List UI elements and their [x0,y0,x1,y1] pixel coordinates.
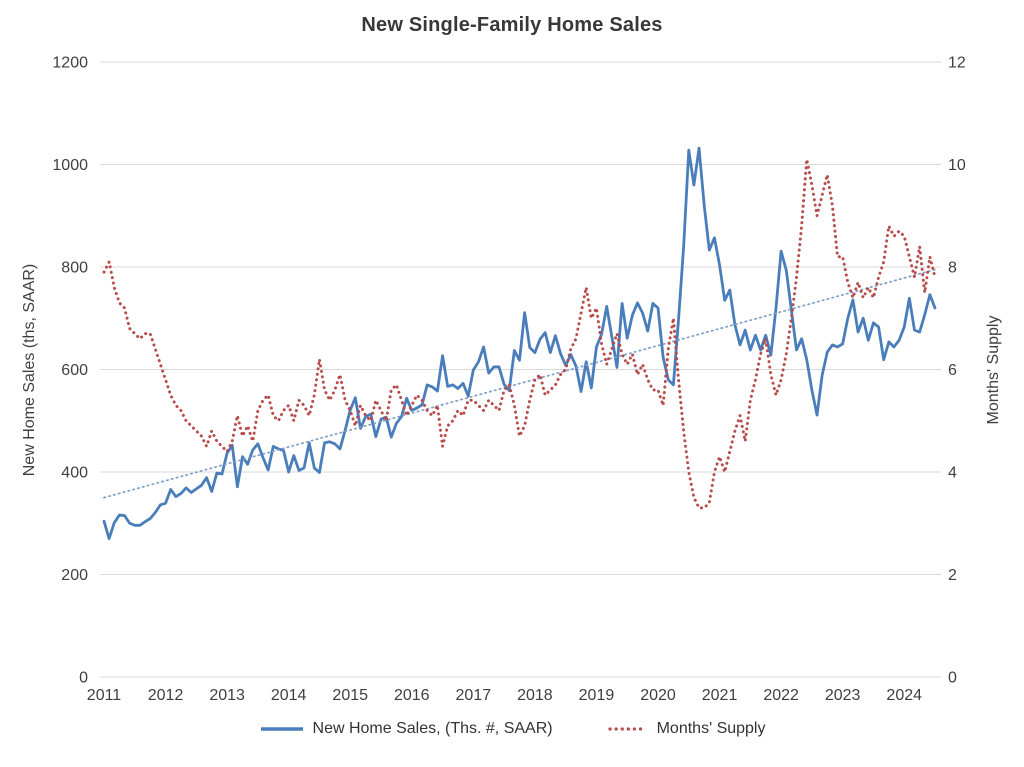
supply-line [102,157,937,510]
x-axis-tick-label: 2023 [825,687,861,704]
sales-line [102,146,937,541]
x-axis-tick-label: 2012 [148,687,184,704]
legend-item-new-home-sales: New Home Sales, (Ths. #, SAAR) [259,720,553,738]
left-axis-tick-label: 1000 [52,157,88,174]
right-axis-tick-label: 2 [948,567,957,584]
right-axis-tick-label: 0 [948,670,957,687]
x-axis-tick-label: 2019 [579,687,615,704]
left-axis-tick-label: 400 [61,465,88,482]
chart-title: New Single-Family Home Sales [361,14,663,36]
legend-label-supply: Months' Supply [656,720,766,737]
left-axis-tick-label: 1200 [52,55,88,72]
x-axis-tick-label: 2020 [640,687,676,704]
trend-line [103,268,936,499]
legend-label-sales: New Home Sales, (Ths. #, SAAR) [312,720,553,737]
x-axis-tick-label: 2015 [332,687,368,704]
right-axis-tick-label: 4 [948,465,957,482]
left-axis-tick-label: 600 [61,362,88,379]
supply-line-swatch [607,727,648,731]
x-axis-tick-label: 2017 [456,687,492,704]
x-axis-tick-label: 2018 [517,687,553,704]
left-axis-tick-label: 200 [61,567,88,584]
x-axis-tick-label: 2024 [886,687,922,704]
x-axis-tick-label: 2016 [394,687,430,704]
sales-line-swatch [260,727,303,731]
legend-item-months-supply: Months' Supply [607,720,766,738]
left-axis-tick-label: 0 [79,670,88,687]
right-axis-tick-label: 6 [948,362,957,379]
x-axis-tick-label: 2014 [271,687,307,704]
right-axis-tick-label: 10 [948,157,966,174]
right-axis-tick-label: 8 [948,260,957,277]
legend: New Home Sales, (Ths. #, SAAR) Months' S… [0,720,1024,738]
x-axis-tick-label: 2021 [702,687,738,704]
x-axis-tick-label: 2011 [87,687,122,704]
x-axis-tick-label: 2013 [209,687,245,704]
left-axis-tick-label: 800 [61,260,88,277]
x-axis-tick-label: 2022 [763,687,799,704]
right-axis-tick-label: 12 [948,55,966,72]
